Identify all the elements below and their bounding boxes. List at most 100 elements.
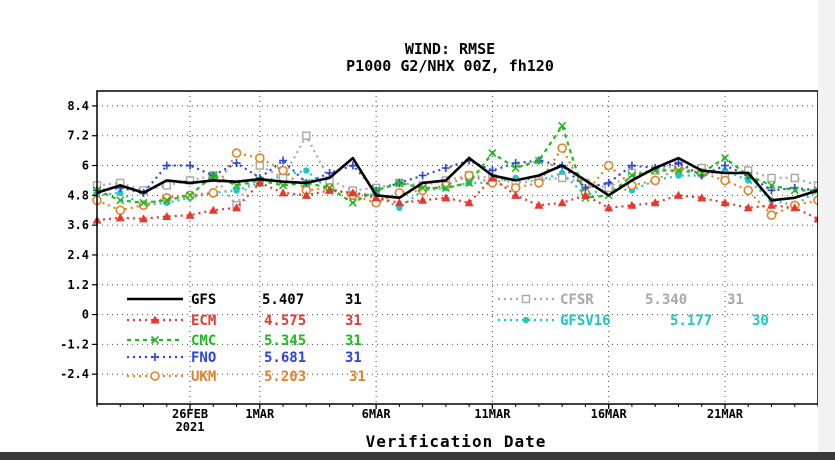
- legend-cfsr-count: 31: [727, 292, 744, 308]
- legend-ecm-marker: [150, 315, 160, 324]
- series-ecm-marker: [115, 213, 125, 222]
- legend-fno: FNO 5.681 31: [127, 350, 362, 366]
- series-fno-marker: [162, 161, 171, 170]
- series-ecm-line: [96, 176, 819, 222]
- y-tick-label: 4.8: [67, 188, 89, 202]
- x-tick-label: 16MAR: [591, 407, 628, 421]
- series-ukm-marker: [603, 160, 614, 171]
- series-cfsr-marker: [162, 181, 171, 190]
- series-ukm-marker: [208, 188, 219, 198]
- series-ukm-marker: [510, 183, 521, 193]
- series-fno-marker: [604, 178, 613, 187]
- legend-cmc-count: 31: [345, 333, 362, 349]
- series-fno-marker: [720, 161, 729, 170]
- series-cmc-marker: [232, 181, 241, 190]
- series-fno-marker: [767, 186, 776, 195]
- series-ecm-marker: [627, 200, 637, 209]
- legend-cfsr-mean: 5.340: [645, 292, 687, 308]
- series-cmc-marker: [674, 166, 683, 175]
- chart-subtitle: P1000 G2/NHX 00Z, fh120: [346, 57, 554, 75]
- series-cmc-marker: [139, 198, 148, 207]
- series-ecm-marker: [720, 198, 730, 207]
- series-cfsr-marker: [557, 173, 567, 183]
- series-ecm-marker: [604, 203, 614, 212]
- legend-gfsv16-marker: [522, 316, 530, 324]
- legend-gfs: GFS 5.407 31: [127, 292, 362, 308]
- series-fno-marker: [511, 159, 520, 168]
- series-cfsr-marker: [302, 131, 311, 140]
- series-gfsv16-marker: [233, 187, 240, 194]
- window-bottom-edge: [0, 452, 835, 460]
- series-ecm-marker: [394, 198, 404, 207]
- series-cmc-marker: [162, 196, 171, 205]
- legend-cmc-name: CMC: [191, 333, 216, 349]
- series-gfsv16-marker: [117, 189, 124, 197]
- series-fno-marker: [674, 159, 683, 168]
- series-fno-marker: [186, 161, 195, 170]
- legend-gfs-count: 31: [345, 292, 362, 308]
- series-cfsr-marker: [255, 161, 265, 170]
- x-tick-label: 11MAR: [474, 407, 511, 421]
- series-ecm-marker: [232, 203, 242, 212]
- series-fno-marker: [627, 161, 636, 170]
- series-fno-marker: [232, 159, 241, 168]
- legend-ecm-count: 31: [345, 313, 362, 329]
- series-ecm-marker: [418, 195, 428, 204]
- legend-gfs-name: GFS: [191, 292, 216, 308]
- series-ukm-marker: [534, 178, 544, 188]
- legend-gfsv16-count: 30: [752, 313, 769, 329]
- legend-ukm: UKM 5.203 31: [127, 369, 366, 385]
- series-ecm-marker: [534, 200, 544, 209]
- legend-ecm: ECM 4.575 31: [127, 313, 362, 329]
- legend-fno-mean: 5.681: [264, 350, 306, 366]
- series-fno-line: [96, 159, 819, 194]
- series-ecm-marker: [673, 190, 683, 199]
- series-ecm-marker: [371, 193, 381, 202]
- series-cmc-marker: [488, 149, 497, 158]
- legend-fno-count: 31: [345, 350, 362, 366]
- series-ecm-marker: [790, 203, 800, 212]
- series-ukm-marker: [231, 148, 242, 158]
- series-cmc-marker: [116, 196, 125, 205]
- series-cmc-marker: [558, 121, 567, 130]
- series-fno-marker: [418, 171, 427, 180]
- legend-ukm-mean: 5.203: [264, 369, 306, 385]
- series-ecm-marker: [511, 190, 521, 199]
- legend-cfsr: CFSR 5.340 31: [498, 292, 744, 308]
- x-axis-label: Verification Date: [366, 432, 547, 451]
- series-ecm-marker: [557, 198, 567, 207]
- series-cfsr-marker: [767, 173, 776, 183]
- y-tick-label: 2.4: [67, 248, 89, 262]
- series-cmc-marker: [534, 156, 543, 165]
- series-gfs-line: [96, 156, 819, 202]
- series-gfs: [96, 156, 819, 202]
- series-cmc-marker: [348, 198, 357, 207]
- legend-ukm-count: 31: [349, 369, 366, 385]
- y-tick-label: -1.2: [60, 337, 89, 351]
- legend-gfsv16: GFSV16 5.177 30: [498, 313, 769, 329]
- legend-gfsv16-mean: 5.177: [670, 313, 712, 329]
- series-cfsr-marker: [790, 173, 799, 183]
- legend: GFS 5.407 31 ECM 4.575 31 CMC 5.345 31 FNO 5.681 31…: [127, 292, 769, 385]
- legend-gfs-mean: 5.407: [262, 292, 304, 308]
- series-ecm-marker: [139, 214, 149, 223]
- series-gfsv16-line: [96, 169, 819, 209]
- y-tick-label: -2.4: [60, 367, 89, 381]
- y-tick-label: 6: [82, 159, 89, 173]
- series-fno-marker: [279, 156, 288, 165]
- legend-ukm-marker: [150, 371, 160, 381]
- series-ecm-marker: [255, 178, 265, 187]
- legend-cfsr-name: CFSR: [560, 292, 594, 308]
- legend-cfsr-marker: [521, 294, 531, 304]
- series-ecm-marker: [208, 205, 218, 214]
- grid-lines: [97, 91, 818, 404]
- series-ukm-marker: [115, 205, 126, 216]
- series-ecm-marker: [278, 188, 288, 197]
- series-cmc-marker: [465, 178, 474, 187]
- y-tick-label: 3.6: [67, 218, 89, 232]
- series-ecm-marker: [766, 200, 776, 209]
- series-ecm-marker: [464, 198, 474, 207]
- chart-title: WIND: RMSE: [405, 40, 495, 58]
